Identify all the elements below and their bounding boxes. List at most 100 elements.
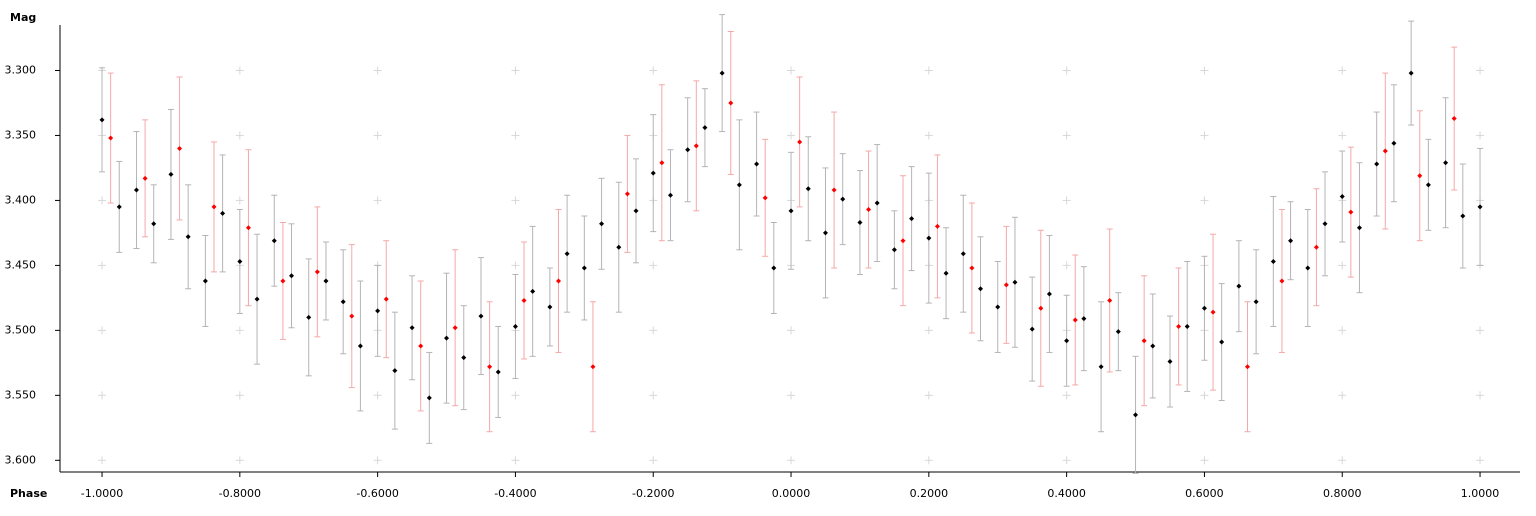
- grid-cross: [373, 456, 382, 465]
- x-tick-label: 0.0000: [772, 487, 811, 500]
- data-point: [530, 288, 536, 294]
- x-tick-label: 0.2000: [910, 487, 949, 500]
- data-point: [978, 286, 984, 292]
- data-point: [1356, 225, 1362, 231]
- data-point: [1460, 213, 1466, 219]
- grid-cross: [649, 391, 658, 400]
- x-tick-label: 1.0000: [1461, 487, 1500, 500]
- grid-cross: [98, 326, 107, 335]
- y-tick-label: 3.350: [5, 128, 37, 141]
- data-point: [1219, 339, 1225, 345]
- data-point: [1408, 70, 1414, 76]
- grid-cross: [98, 261, 107, 270]
- data-point: [564, 251, 570, 257]
- data-point: [995, 304, 1001, 310]
- data-point: [521, 297, 527, 303]
- data-point: [1141, 338, 1147, 344]
- data-point: [1046, 291, 1052, 297]
- data-point: [1072, 317, 1078, 323]
- data-point: [1322, 221, 1328, 227]
- grid-cross: [1062, 66, 1071, 75]
- grid-cross: [924, 456, 933, 465]
- x-tick-label: -0.6000: [356, 487, 398, 500]
- grid-cross: [98, 391, 107, 400]
- grid-cross: [511, 456, 520, 465]
- data-point: [1451, 116, 1457, 122]
- data-point: [1391, 140, 1397, 146]
- data-point: [1443, 160, 1449, 166]
- data-point: [969, 265, 975, 271]
- grid-cross: [1062, 131, 1071, 140]
- data-point: [788, 208, 794, 214]
- grid-cross: [1338, 456, 1347, 465]
- data-point: [512, 323, 518, 329]
- grid-cross: [373, 131, 382, 140]
- grid-cross: [1476, 66, 1485, 75]
- data-point: [900, 238, 906, 244]
- data-point: [116, 204, 122, 210]
- x-tick-label: 0.4000: [1047, 487, 1086, 500]
- data-point: [1115, 329, 1121, 335]
- data-point: [633, 208, 639, 214]
- data-point: [357, 343, 363, 349]
- grid-cross: [649, 326, 658, 335]
- data-point: [254, 296, 260, 302]
- data-point: [822, 230, 828, 236]
- data-point: [590, 364, 596, 370]
- data-point: [581, 265, 587, 271]
- grid-cross: [235, 196, 244, 205]
- data-point: [555, 278, 561, 284]
- grid-cross: [373, 66, 382, 75]
- data-point: [168, 171, 174, 177]
- data-point: [874, 200, 880, 206]
- data-point: [1176, 323, 1182, 329]
- grid-cross: [1338, 326, 1347, 335]
- data-point: [659, 160, 665, 166]
- data-point: [1477, 204, 1483, 210]
- data-point: [667, 192, 673, 198]
- data-point: [99, 117, 105, 123]
- grid-cross: [787, 391, 796, 400]
- data-point: [1305, 265, 1311, 271]
- data-point: [409, 325, 415, 331]
- grid-cross: [235, 131, 244, 140]
- data-point: [461, 355, 467, 361]
- grid-cross: [1200, 456, 1209, 465]
- data-point: [599, 221, 605, 227]
- data-point: [1417, 173, 1423, 179]
- grid-cross: [787, 66, 796, 75]
- data-point: [1382, 148, 1388, 154]
- data-point: [478, 313, 484, 319]
- grid-cross: [1200, 66, 1209, 75]
- data-point: [1029, 326, 1035, 332]
- data-point: [426, 395, 432, 401]
- data-point: [831, 187, 837, 193]
- data-point: [797, 139, 803, 145]
- grid-cross: [511, 131, 520, 140]
- data-point: [1081, 316, 1087, 322]
- data-point: [728, 100, 734, 106]
- grid-cross: [1338, 391, 1347, 400]
- x-tick-label: 0.8000: [1323, 487, 1362, 500]
- data-point: [1270, 258, 1276, 264]
- grid-cross: [235, 66, 244, 75]
- grid-cross: [924, 326, 933, 335]
- data-point: [271, 238, 277, 244]
- grid-cross: [1062, 261, 1071, 270]
- grid-cross: [1476, 131, 1485, 140]
- data-point: [495, 369, 501, 375]
- data-point: [1236, 283, 1242, 289]
- data-point: [702, 125, 708, 131]
- data-point: [177, 145, 183, 151]
- data-point: [151, 221, 157, 227]
- data-point: [211, 204, 217, 210]
- grid-cross: [649, 66, 658, 75]
- data-point: [693, 143, 699, 149]
- y-tick-label: 3.500: [5, 323, 37, 336]
- data-point: [719, 70, 725, 76]
- data-point: [349, 313, 355, 319]
- data-point: [383, 296, 389, 302]
- data-point: [289, 273, 295, 279]
- data-point: [960, 251, 966, 257]
- grid-cross: [1062, 391, 1071, 400]
